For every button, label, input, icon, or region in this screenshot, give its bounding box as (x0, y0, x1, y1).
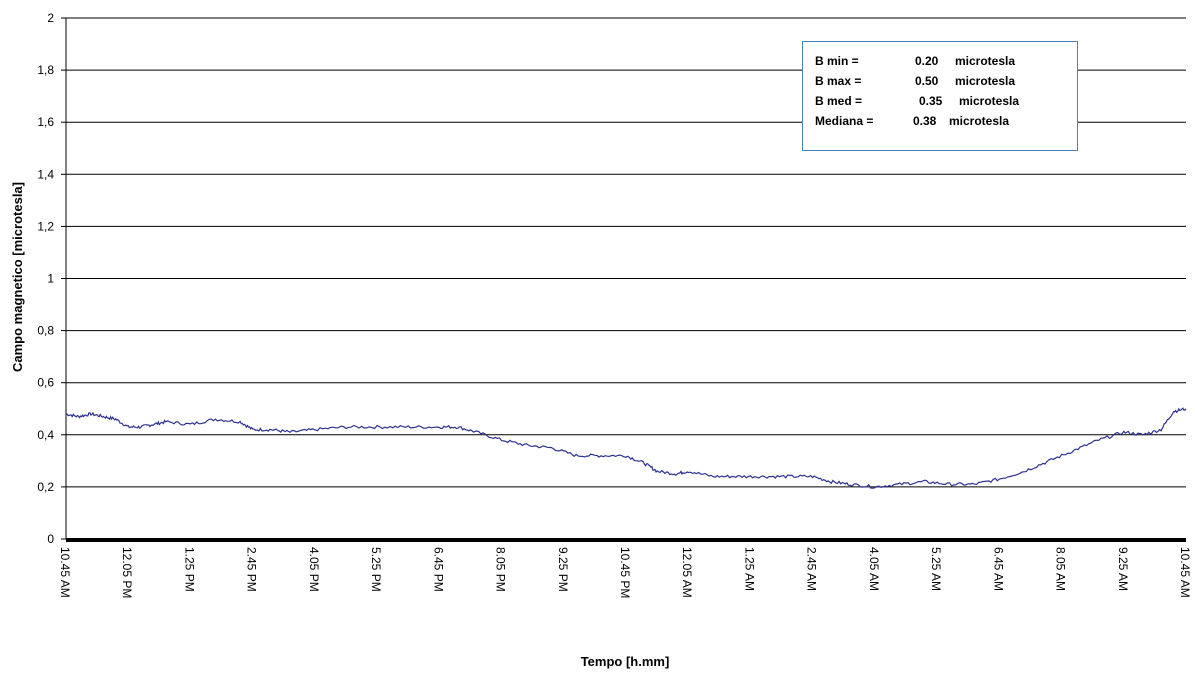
y-tick-labels: 0 0,2 0,4 0,6 0,8 1 1,2 1,4 1,6 1,8 2 (37, 11, 54, 546)
x-tick-label: 6.45 PM (431, 547, 445, 592)
x-tick-label: 9.25 AM (1116, 547, 1130, 591)
gridlines (66, 17, 1186, 488)
y-tick-label: 0 (47, 532, 54, 546)
stat-unit: microtesla (949, 114, 1010, 128)
stat-value: 0.20 (915, 54, 939, 68)
stat-unit: microtesla (955, 54, 1016, 68)
x-tick-label: 2.45 AM (805, 547, 819, 591)
y-tick-label: 1,4 (37, 167, 54, 181)
y-tick-label: 0,2 (37, 480, 54, 494)
x-tick-label: 10.45 AM (1178, 547, 1192, 598)
x-tick-label: 12.05 AM (680, 547, 694, 598)
stat-unit: microtesla (959, 94, 1020, 108)
x-tick-label: 1.25 AM (742, 547, 756, 591)
y-tick-label: 1 (47, 272, 54, 286)
y-tick-label: 1,8 (37, 63, 54, 77)
x-tick-label: 9.25 PM (556, 547, 570, 592)
x-tick-label: 5.25 AM (929, 547, 943, 591)
x-tick-label: 10.45 PM (618, 547, 632, 598)
y-tick-label: 0,8 (37, 324, 54, 338)
y-tick-label: 0,4 (37, 428, 54, 442)
y-tick-label: 2 (47, 11, 54, 25)
x-tick-label: 2.45 PM (245, 547, 259, 592)
stat-label: Mediana = (815, 114, 874, 128)
y-tick-label: 0,6 (37, 376, 54, 390)
stat-label: B med = (815, 94, 863, 108)
x-tick-label: 6.45 AM (991, 547, 1005, 591)
stat-value: 0.35 (919, 94, 943, 108)
series (66, 407, 1187, 489)
stat-value: 0.38 (913, 114, 937, 128)
x-tick-label: 8.05 AM (1054, 547, 1068, 591)
x-tick-label: 4.05 AM (867, 547, 881, 591)
stat-unit: microtesla (955, 74, 1016, 88)
x-tick-label: 1.25 PM (182, 547, 196, 592)
axes (61, 17, 1186, 542)
x-tick-label: 10.45 AM (58, 547, 72, 598)
x-tick-label: 5.25 PM (369, 547, 383, 592)
x-tick-label: 12.05 PM (120, 547, 134, 598)
x-tick-label: 4.05 PM (307, 547, 321, 592)
y-axis-label: Campo magnetico [microtesla] (10, 182, 25, 372)
y-tick-label: 1,6 (37, 115, 54, 129)
x-axis-label: Tempo [h.mm] (581, 654, 670, 669)
stats-legend-box: B min = 0.20 microtesla B max = 0.50 mic… (802, 41, 1078, 151)
series-line (66, 407, 1187, 489)
stat-label: B min = (815, 54, 859, 68)
stat-label: B max = (815, 74, 862, 88)
x-tick-label: 8.05 PM (494, 547, 508, 592)
x-tick-labels: 10.45 AM 12.05 PM 1.25 PM 2.45 PM 4.05 PM 5.2… (58, 547, 1192, 598)
stat-value: 0.50 (915, 74, 939, 88)
y-tick-label: 1,2 (37, 219, 54, 233)
